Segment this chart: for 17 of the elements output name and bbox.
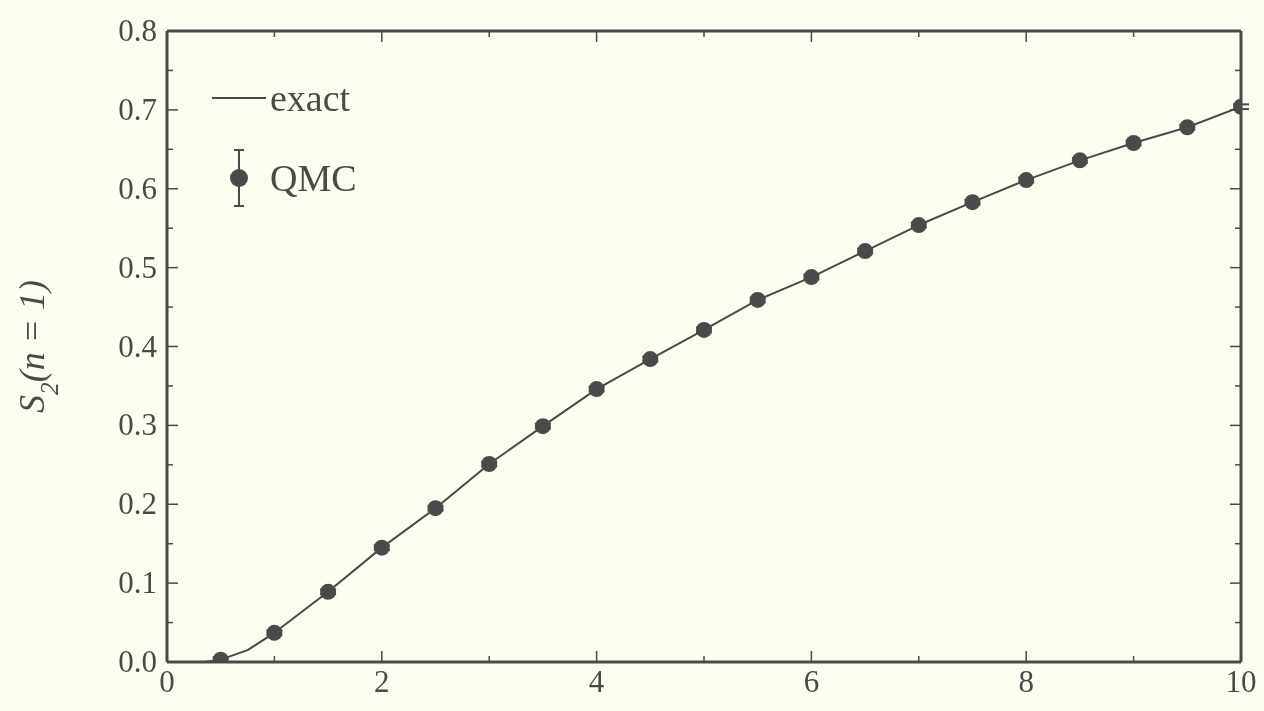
y-tick-label: 0.0	[118, 644, 157, 679]
x-tick-label: 4	[588, 664, 605, 699]
legend-label: exact	[270, 76, 351, 120]
y-tick-label: 0.4	[118, 328, 158, 364]
x-tick-label: 0	[159, 664, 175, 699]
legend-label: QMC	[270, 156, 357, 200]
x-tick-label: 6	[803, 664, 820, 699]
y-tick-label: 0.3	[118, 407, 157, 443]
y-tick-label: 0.8	[118, 13, 157, 48]
y-tick-label: 0.7	[118, 91, 157, 127]
x-tick-label: 10	[1225, 664, 1257, 699]
x-tick-label: 8	[1018, 664, 1034, 699]
x-tick-label: 2	[374, 664, 390, 699]
y-tick-label: 0.6	[118, 170, 157, 206]
y-tick-label: 0.1	[118, 565, 157, 601]
y-tick-label: 0.5	[118, 249, 157, 285]
y-tick-label: 0.2	[118, 486, 157, 522]
